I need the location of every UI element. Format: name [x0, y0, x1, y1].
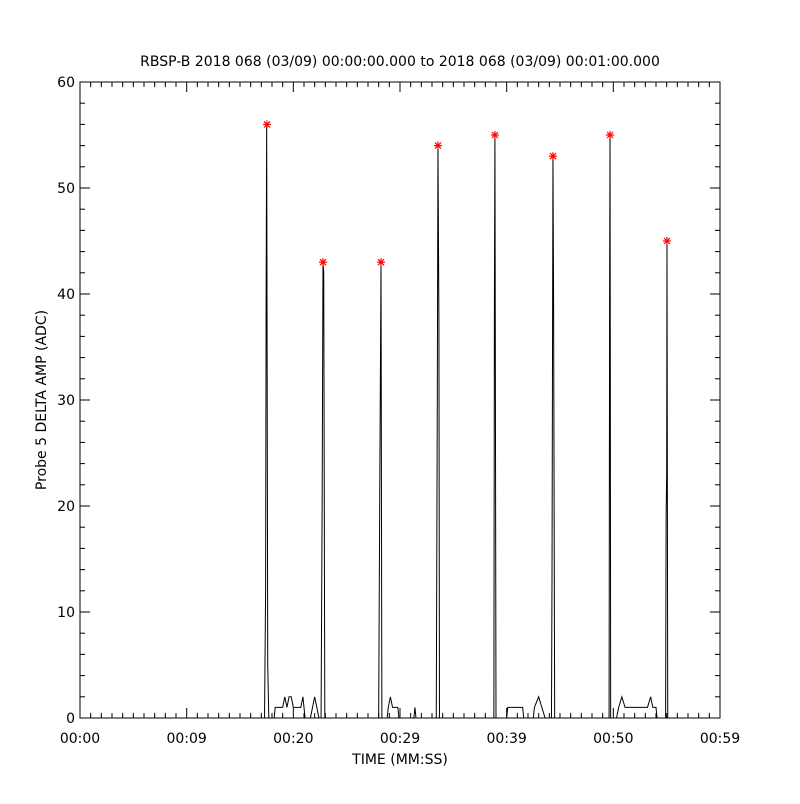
x-tick-label: 00:09 — [166, 731, 206, 747]
y-tick-label: 30 — [57, 393, 75, 409]
marker-stroke — [606, 131, 614, 139]
y-tick-label: 40 — [57, 287, 75, 303]
peak-marker — [662, 237, 671, 245]
x-tick-label: 00:20 — [273, 731, 313, 747]
marker-stroke — [319, 258, 327, 266]
marker-stroke — [434, 142, 442, 150]
peak-marker — [433, 141, 442, 150]
x-tick-label: 00:29 — [380, 731, 420, 747]
peak-marker — [548, 152, 557, 161]
y-tick-label: 50 — [57, 181, 75, 197]
y-tick-label: 10 — [57, 605, 75, 621]
marker-stroke — [263, 120, 271, 128]
x-tick-label: 00:59 — [700, 731, 740, 747]
x-tick-label: 00:00 — [60, 731, 100, 747]
x-tick-label: 00:50 — [593, 731, 633, 747]
peak-marker — [318, 258, 327, 267]
x-axis-label: TIME (MM:SS) — [351, 752, 448, 768]
x-tick-label: 00:39 — [486, 731, 526, 747]
y-axis-label: Probe 5 DELTA AMP (ADC) — [34, 310, 50, 490]
marker-stroke — [663, 237, 671, 245]
chart-title: RBSP-B 2018 068 (03/09) 00:00:00.000 to … — [140, 54, 660, 70]
data-line — [80, 124, 669, 719]
y-tick-label: 60 — [57, 75, 75, 91]
marker-stroke — [491, 131, 499, 139]
peak-marker — [377, 258, 386, 267]
peak-marker — [490, 131, 499, 139]
plot-frame — [79, 81, 721, 719]
peak-marker — [262, 120, 271, 129]
peak-marker — [606, 131, 615, 139]
y-tick-label: 0 — [66, 711, 75, 727]
marker-stroke — [377, 258, 385, 266]
marker-stroke — [549, 152, 557, 160]
y-tick-label: 20 — [57, 499, 75, 515]
